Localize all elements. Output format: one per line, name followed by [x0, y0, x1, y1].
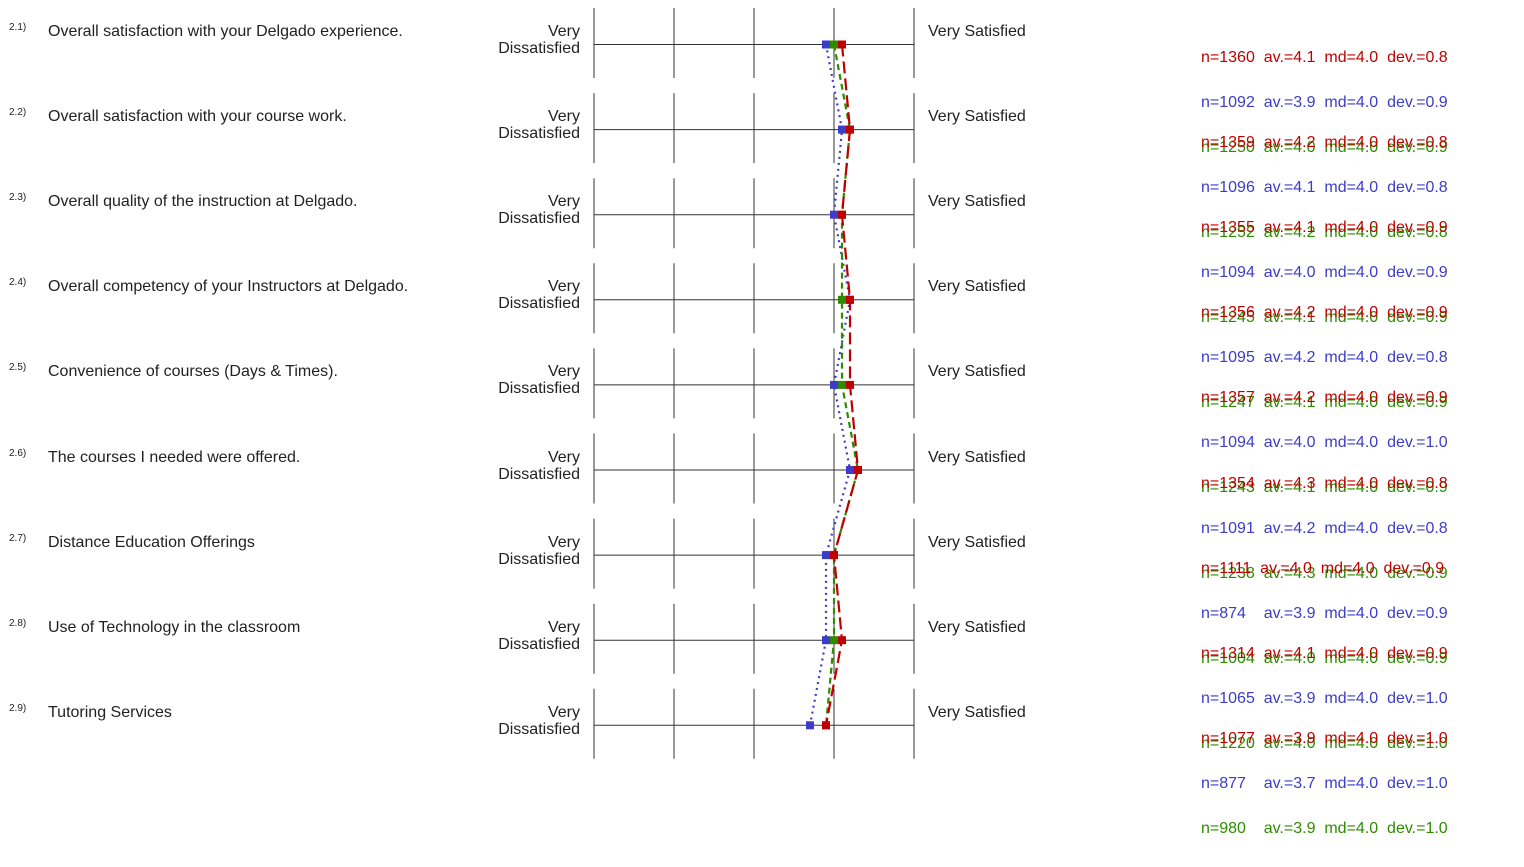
question-row: 2.2) Overall satisfaction with your cour…	[0, 85, 1524, 241]
stats-line-series2: n=1091 av.=4.2 md=4.0 dev.=0.8	[1201, 519, 1448, 537]
stats-line-series1: n=1314 av.=4.1 md=4.0 dev.=0.9	[1201, 644, 1448, 662]
statistics-block: n=1356 av.=4.2 md=4.0 dev.=0.9 n=1095 av…	[1201, 275, 1448, 440]
scale-left-label: Very Dissatisfied	[498, 448, 580, 483]
stats-line-series2: n=877 av.=3.7 md=4.0 dev.=1.0	[1201, 774, 1448, 792]
stats-line-series3: n=1250 av.=4.0 md=4.0 dev.=0.9	[1201, 139, 1448, 156]
stats-line-series1: n=1077 av.=3.9 md=4.0 dev.=1.0	[1201, 729, 1448, 747]
stats-line-series1: n=1355 av.=4.1 md=4.0 dev.=0.9	[1201, 219, 1448, 237]
stats-line-series2: n=874 av.=3.9 md=4.0 dev.=0.9	[1201, 604, 1448, 622]
stats-line-series2: n=1065 av.=3.9 md=4.0 dev.=1.0	[1201, 689, 1448, 707]
question-row: 2.1) Overall satisfaction with your Delg…	[0, 0, 1524, 156]
question-text: Convenience of courses (Days & Times).	[48, 363, 338, 381]
stats-line-series2: n=1095 av.=4.2 md=4.0 dev.=0.8	[1201, 349, 1448, 367]
stats-line-series3: n=980 av.=3.9 md=4.0 dev.=1.0	[1201, 819, 1448, 837]
question-text: The courses I needed were offered.	[48, 448, 301, 466]
question-number: 2.1)	[9, 22, 27, 33]
statistics-block: n=1077 av.=3.9 md=4.0 dev.=1.0 n=877 av.…	[1201, 701, 1448, 866]
stats-line-series1: n=1111 av.=4.0 md=4.0 dev.=0.9	[1201, 559, 1445, 577]
statistics-block: n=1357 av.=4.2 md=4.0 dev.=0.9 n=1094 av…	[1201, 360, 1448, 525]
statistics-block: n=1355 av.=4.1 md=4.0 dev.=0.9 n=1094 av…	[1201, 190, 1448, 355]
stats-line-series1: n=1360 av.=4.1 md=4.0 dev.=0.8	[1201, 49, 1448, 66]
scale-left-label: Very Dissatisfied	[498, 618, 580, 653]
scale-right-label: Very Satisfied	[928, 703, 1026, 721]
scale-left-label: Very Dissatisfied	[498, 23, 580, 57]
question-text: Distance Education Offerings	[48, 533, 255, 551]
stats-line-series3: n=1252 av.=4.2 md=4.0 dev.=0.8	[1201, 224, 1448, 242]
stats-line-series2: n=1092 av.=3.9 md=4.0 dev.=0.9	[1201, 94, 1448, 111]
question-text: Overall satisfaction with your Delgado e…	[48, 23, 403, 40]
question-number: 2.5)	[9, 362, 27, 374]
scale-right-label: Very Satisfied	[928, 618, 1026, 636]
stats-line-series3: n=1247 av.=4.1 md=4.0 dev.=0.9	[1201, 394, 1448, 412]
question-text: Overall competency of your Instructors a…	[48, 278, 409, 296]
question-row: 2.5) Convenience of courses (Days & Time…	[0, 340, 1524, 496]
stats-line-series1: n=1357 av.=4.2 md=4.0 dev.=0.9	[1201, 389, 1448, 407]
scale-right-label: Very Satisfied	[928, 363, 1026, 381]
statistics-block: n=1359 av.=4.2 md=4.0 dev.=0.8 n=1096 av…	[1201, 105, 1448, 270]
scale-right-label: Very Satisfied	[928, 108, 1026, 126]
stats-line-series3: n=1220 av.=4.0 md=4.0 dev.=1.0	[1201, 734, 1448, 752]
scale-right-label: Very Satisfied	[928, 278, 1026, 296]
scale-right-label: Very Satisfied	[928, 533, 1026, 551]
question-text: Overall satisfaction with your course wo…	[48, 108, 347, 126]
stats-line-series3: n=1238 av.=4.3 md=4.0 dev.=0.9	[1201, 564, 1448, 582]
question-row: 2.9) Tutoring Services Very Dissatisfied…	[0, 681, 1524, 837]
scale-left-label: Very Dissatisfied	[498, 703, 580, 738]
stats-line-series3: n=1245 av.=4.1 md=4.0 dev.=0.9	[1201, 309, 1448, 327]
question-number: 2.8)	[9, 617, 27, 629]
stats-line-series3: n=1004 av.=4.0 md=4.0 dev.=0.9	[1201, 649, 1448, 667]
statistics-block: n=1314 av.=4.1 md=4.0 dev.=0.9 n=1065 av…	[1201, 616, 1448, 781]
question-number: 2.6)	[9, 447, 27, 459]
question-number: 2.2)	[9, 107, 27, 119]
stats-line-series2: n=1094 av.=4.0 md=4.0 dev.=1.0	[1201, 434, 1448, 452]
stats-line-series1: n=1359 av.=4.2 md=4.0 dev.=0.8	[1201, 134, 1448, 152]
scale-left-label: Very Dissatisfied	[498, 108, 580, 143]
scale-left-label: Very Dissatisfied	[498, 533, 580, 568]
question-row: 2.4) Overall competency of your Instruct…	[0, 255, 1524, 411]
scale-right-label: Very Satisfied	[928, 23, 1026, 40]
question-row: 2.8) Use of Technology in the classroom …	[0, 596, 1524, 752]
stats-line-series2: n=1094 av.=4.0 md=4.0 dev.=0.9	[1201, 264, 1448, 282]
statistics-block: n=1360 av.=4.1 md=4.0 dev.=0.8 n=1092 av…	[1201, 20, 1448, 185]
question-text: Use of Technology in the classroom	[48, 618, 301, 636]
scale-left-label: Very Dissatisfied	[498, 278, 580, 313]
scale-right-label: Very Satisfied	[928, 448, 1026, 466]
stats-line-series2: n=1096 av.=4.1 md=4.0 dev.=0.8	[1201, 179, 1448, 197]
statistics-block: n=1111 av.=4.0 md=4.0 dev.=0.9 n=874 av.…	[1201, 531, 1448, 696]
stats-line-series1: n=1356 av.=4.2 md=4.0 dev.=0.9	[1201, 304, 1448, 322]
question-text: Tutoring Services	[48, 703, 172, 721]
question-number: 2.7)	[9, 532, 27, 544]
scale-left-label: Very Dissatisfied	[498, 363, 580, 398]
survey-chart: 2.1) Overall satisfaction with your Delg…	[0, 0, 1524, 837]
statistics-block: n=1354 av.=4.3 md=4.0 dev.=0.8 n=1091 av…	[1201, 446, 1448, 611]
question-row: 2.3) Overall quality of the instruction …	[0, 170, 1524, 326]
scale-right-label: Very Satisfied	[928, 193, 1026, 211]
question-row: 2.7) Distance Education Offerings Very D…	[0, 511, 1524, 667]
question-number: 2.3)	[9, 192, 27, 204]
scale-left-label: Very Dissatisfied	[498, 193, 580, 228]
stats-line-series1: n=1354 av.=4.3 md=4.0 dev.=0.8	[1201, 474, 1448, 492]
question-number: 2.4)	[9, 277, 27, 289]
question-row: 2.6) The courses I needed were offered. …	[0, 426, 1524, 582]
stats-line-series3: n=1243 av.=4.1 md=4.0 dev.=0.9	[1201, 479, 1448, 497]
question-number: 2.9)	[9, 702, 27, 714]
question-text: Overall quality of the instruction at De…	[48, 193, 358, 211]
